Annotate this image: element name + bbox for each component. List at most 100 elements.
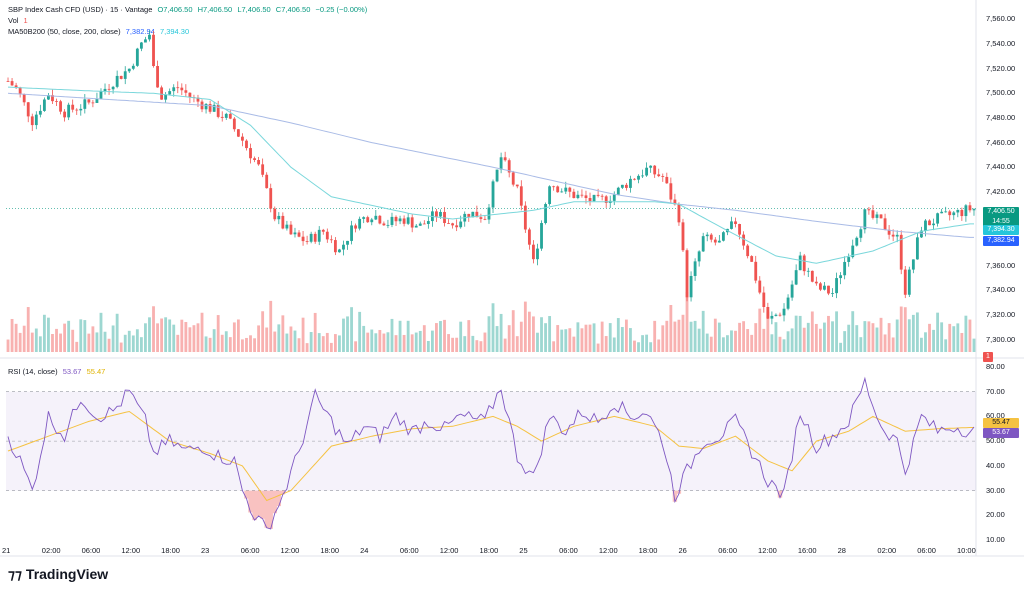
volume-bar (867, 321, 871, 352)
time-tick-label: 18:00 (161, 546, 180, 555)
time-tick-label: 21 (2, 546, 11, 555)
volume-bar (629, 328, 632, 352)
candle-body (742, 234, 746, 246)
candle-body (406, 217, 410, 224)
rsi-legend[interactable]: RSI (14, close) 53.67 55.47 (8, 366, 108, 377)
volume-bar (188, 327, 192, 352)
volume-bar (806, 322, 810, 352)
volume-bar (95, 332, 99, 352)
time-tick-label: 12:00 (439, 546, 459, 555)
candle-body (778, 314, 782, 316)
volume-legend[interactable]: Vol 1 (8, 15, 31, 26)
time-tick-label: 24 (360, 546, 369, 555)
candle-body (257, 159, 261, 165)
ma-label: MA50B200 (50, close, 200, close) (8, 27, 121, 36)
candle-body (241, 136, 244, 141)
candle-body (572, 191, 576, 199)
tradingview-logo[interactable]: ⁊⁊ TradingView (8, 566, 108, 583)
candle-body (156, 65, 159, 88)
rsi-value: 53.67 (62, 367, 82, 376)
volume-bar (592, 323, 596, 352)
rsi-tick-label: 70.00 (986, 386, 1005, 396)
candle-body (633, 178, 636, 180)
candle-body (814, 281, 818, 284)
candle-body (313, 233, 317, 242)
candle-body (891, 234, 895, 237)
volume-bar (786, 331, 790, 352)
volume-bar (269, 300, 273, 352)
candle-body (249, 148, 252, 159)
candle-body (309, 233, 313, 242)
volume-bar (798, 315, 802, 352)
volume-bar (879, 317, 883, 352)
volume-bar (507, 325, 511, 352)
candle-body (281, 215, 285, 229)
volume-tag-value: 1 (986, 353, 990, 360)
volume-bar (127, 330, 131, 352)
candle-body (511, 172, 515, 185)
candle-body (131, 65, 135, 69)
volume-bar (689, 321, 693, 352)
candle-body (637, 175, 640, 180)
ohlc-change: −0.25 (−0.00%) (315, 5, 368, 14)
candle-body (220, 116, 224, 118)
volume-bar (624, 319, 628, 352)
ohlc-open: O7,406.50 (157, 5, 193, 14)
candle-body (766, 307, 770, 319)
volume-bar (823, 322, 826, 352)
volume-bar (523, 301, 527, 352)
volume-bar (265, 327, 269, 352)
time-tick-label: 02:00 (877, 546, 897, 555)
volume-bar (519, 321, 523, 352)
volume-bar (224, 331, 228, 352)
candle-body (103, 88, 107, 92)
volume-bar (67, 320, 71, 352)
volume-bar (960, 332, 964, 352)
candle-body (713, 239, 717, 243)
candle-body (665, 176, 669, 184)
volume-bar (261, 311, 265, 352)
time-tick-label: 18:00 (638, 546, 658, 555)
candle-body (346, 240, 349, 245)
volume-bar (475, 340, 479, 352)
candle-body (95, 98, 99, 103)
volume-bar (382, 333, 386, 352)
ma200-line (7, 92, 974, 238)
volume-bar (665, 320, 669, 352)
candle-body (439, 211, 442, 217)
candle-body (952, 212, 956, 216)
symbol-title[interactable]: SBP Index Cash CFD (USD) · 15 · Vantage (8, 5, 153, 14)
candle-body (604, 196, 608, 203)
candle-body (168, 91, 172, 95)
ma-legend[interactable]: MA50B200 (50, close, 200, close) 7,382.9… (8, 26, 192, 37)
candle-body (940, 211, 944, 214)
candle-body (907, 269, 911, 295)
time-tick-label: 06:00 (917, 546, 936, 555)
candle-body (629, 178, 632, 188)
volume-bar (168, 319, 172, 352)
candle-body (956, 209, 960, 213)
candle-body (746, 245, 750, 257)
candle-body (289, 224, 293, 235)
candle-body (669, 183, 673, 200)
volume-bar (394, 335, 398, 352)
volume-bar (515, 336, 519, 352)
candle-body (483, 218, 487, 220)
volume-bar (115, 313, 119, 352)
candle-body (560, 191, 564, 193)
volume-bar (608, 323, 612, 352)
candle-body (548, 186, 552, 205)
volume-bar (936, 312, 940, 352)
ma50-value: 7,382.94 (125, 27, 155, 36)
candle-body (188, 92, 192, 98)
volume-bar (645, 334, 649, 352)
candle-body (164, 94, 168, 100)
candle-body (863, 209, 867, 230)
volume-bar (746, 329, 750, 352)
price-tick-label: 7,340.00 (986, 285, 1016, 295)
candle-body (115, 75, 119, 87)
candle-body (507, 160, 511, 173)
candle-body (297, 232, 301, 237)
candle-body (67, 104, 71, 118)
